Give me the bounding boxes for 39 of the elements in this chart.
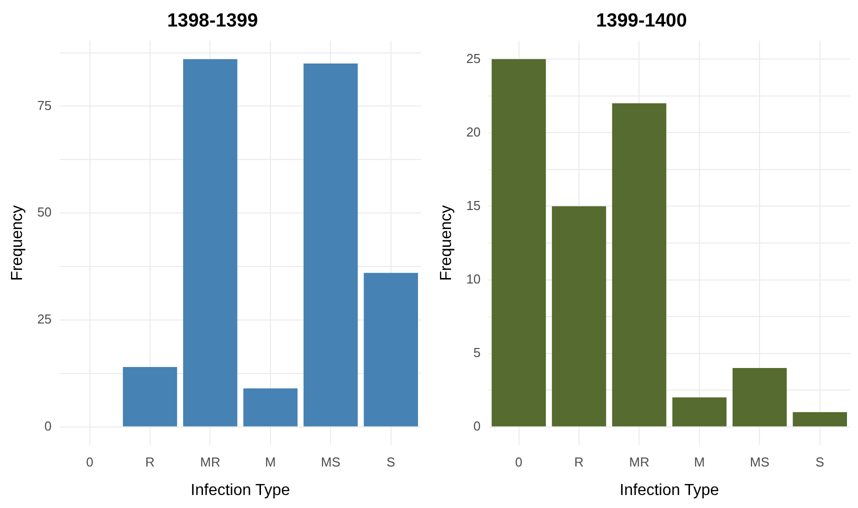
bar <box>183 59 238 426</box>
x-tick-label: 0 <box>86 454 94 470</box>
x-tick-label: S <box>386 454 396 470</box>
bar <box>732 368 787 426</box>
x-tick-label: MS <box>750 454 770 470</box>
x-tick-label: S <box>816 454 825 470</box>
x-tick-label: M <box>694 454 705 470</box>
y-tick-label: 50 <box>37 204 52 220</box>
x-tick-label: MR <box>200 454 220 470</box>
bar <box>304 63 358 426</box>
y-tick-label: 5 <box>473 344 481 360</box>
chart-title: 1399-1400 <box>596 10 687 32</box>
bar <box>552 206 606 426</box>
bar <box>243 388 298 426</box>
y-tick-label: 10 <box>466 271 481 286</box>
x-axis-title: Infection Type <box>190 482 290 499</box>
chart-title: 1398-1399 <box>167 10 258 32</box>
y-tick-label: 20 <box>466 124 481 140</box>
bar <box>612 103 666 426</box>
x-axis-title: Infection Type <box>620 482 720 499</box>
y-tick-label: 0 <box>44 418 52 434</box>
y-tick-label: 0 <box>473 418 481 434</box>
bar <box>122 366 178 426</box>
bar <box>792 412 847 426</box>
x-tick-label: 0 <box>515 454 522 470</box>
bar <box>492 59 546 426</box>
bar <box>672 397 727 426</box>
y-tick-label: 25 <box>37 312 52 327</box>
y-tick-label: 15 <box>466 198 481 213</box>
x-tick-label: MR <box>629 454 650 470</box>
x-tick-label: R <box>574 454 584 470</box>
bar <box>364 272 418 426</box>
x-tick-label: M <box>265 454 276 470</box>
y-tick-label: 25 <box>466 50 481 66</box>
x-tick-label: R <box>145 454 155 470</box>
y-axis-title: Frequency <box>9 205 26 281</box>
y-tick-label: 75 <box>37 98 52 113</box>
x-tick-label: MS <box>320 454 341 470</box>
y-axis-title: Frequency <box>438 205 456 281</box>
